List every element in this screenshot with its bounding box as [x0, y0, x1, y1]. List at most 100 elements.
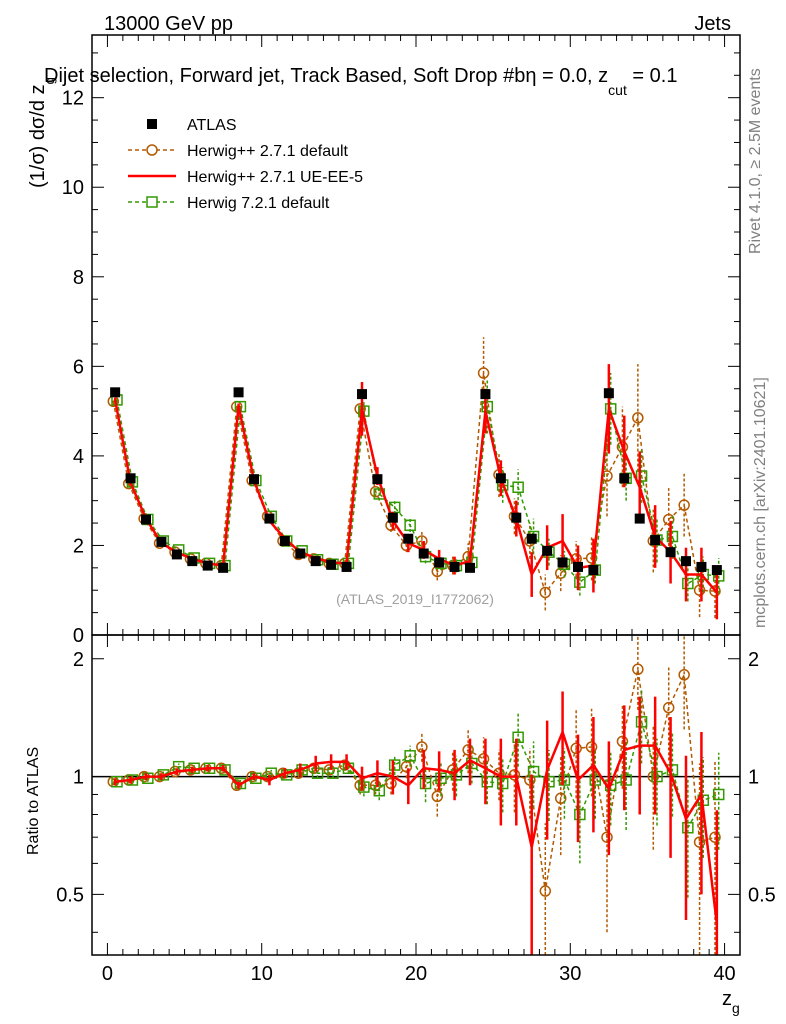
marker-herwig7-default: [311, 767, 324, 779]
atlas-data-point: [573, 561, 583, 572]
marker-herwigpp-default: [323, 764, 336, 776]
series-atlas: [110, 387, 722, 576]
main-ytick-label: 10: [62, 177, 84, 199]
marker-herwig7-default: [558, 774, 571, 786]
ratio-ytick-label: 2: [73, 649, 84, 671]
marker-herwigpp-default: [585, 741, 598, 753]
marker-herwigpp-default: [369, 485, 382, 498]
marker-herwig7-default: [419, 777, 432, 790]
legend-label-hue: Herwig++ 2.7.1 UE-EE-5: [187, 169, 363, 186]
marker-herwigpp-default: [539, 586, 552, 599]
ratio-series: [107, 635, 725, 955]
marker-herwigpp-default: [693, 584, 706, 596]
marker-herwigpp-default: [477, 367, 490, 379]
marker-herwigpp-default: [354, 779, 366, 792]
main-ytick-label: 6: [73, 356, 84, 378]
atlas-data-point: [696, 561, 707, 572]
marker-herwig7-default: [589, 774, 602, 786]
marker-herwigpp-default: [554, 792, 567, 805]
marker-herwig7-default: [388, 759, 401, 771]
series-hue: [113, 364, 719, 620]
marker-herwig7-default: [496, 777, 509, 790]
atlas-data-point: [372, 474, 383, 485]
main-ticks: 0 2 4 6 8 10 12: [62, 35, 740, 647]
marker-herwig7-default: [682, 821, 694, 834]
series-line-hue: [115, 730, 719, 925]
marker-herwig7-default: [620, 774, 632, 786]
marker-herwig7-default: [219, 764, 231, 776]
main-panel: 0 2 4 6 8 10 12: [62, 34, 741, 647]
series-hue: [113, 691, 719, 955]
marker-herwig7-default: [635, 470, 648, 482]
atlas-data-point: [403, 533, 414, 544]
marker-herwigpp-default: [477, 753, 490, 765]
marker-herwig7-default: [635, 716, 648, 728]
xtick-label: 40: [713, 963, 735, 985]
atlas-data-point: [434, 557, 445, 568]
marker-herwig7-default: [574, 808, 586, 821]
legend-marker-herwigpp-default: [146, 144, 158, 156]
ratio-ticks: 0 10 20 30 40 0.5 0.5 1 1 2 2: [56, 635, 776, 985]
series-line-h7: [116, 399, 719, 585]
title-main: Dijet selection, Forward jet, Track Base…: [44, 65, 525, 87]
atlas-data-point: [711, 565, 722, 576]
analysis-watermark: (ATLAS_2019_I1772062): [336, 591, 494, 607]
atlas-data-point: [480, 389, 491, 400]
xlabel: zg: [722, 988, 740, 1016]
atlas-data-point: [187, 556, 198, 567]
marker-herwigpp-default: [292, 767, 305, 779]
marker-herwig7-default: [666, 530, 679, 543]
series-line-hdef: [112, 372, 716, 594]
marker-herwigpp-default: [508, 769, 521, 781]
atlas-data-point: [141, 514, 151, 525]
marker-herwig7-default: [373, 784, 386, 797]
atlas-data-point: [295, 548, 306, 559]
marker-herwigpp-default: [709, 831, 721, 843]
marker-herwigpp-default: [539, 885, 552, 897]
marker-herwig7-default: [481, 400, 494, 413]
marker-herwigpp-default: [400, 760, 413, 773]
header-right: Jets: [694, 13, 731, 35]
title-eta-symbol: η: [525, 65, 536, 87]
atlas-data-point: [156, 536, 167, 547]
ylabel-ratio: Ratio to ATLAS: [25, 747, 42, 855]
ylabel-main-sub: g: [42, 77, 57, 84]
marker-herwigpp-default: [416, 741, 428, 753]
atlas-data-point: [341, 561, 352, 572]
main-ytick-label: 0: [73, 625, 84, 647]
marker-herwigpp-default: [662, 701, 675, 714]
atlas-data-point: [279, 535, 290, 546]
marker-herwigpp-default: [709, 585, 721, 597]
marker-herwigpp-default: [678, 669, 690, 681]
main-series: [107, 337, 725, 620]
marker-herwigpp-default: [693, 836, 706, 848]
marker-herwigpp-default: [524, 774, 536, 786]
legend-atlas-marker: [147, 119, 157, 129]
marker-herwig7-default: [651, 770, 663, 783]
marker-herwig7-default: [404, 519, 416, 532]
marker-herwig7-default: [404, 750, 416, 762]
marker-herwigpp-default: [416, 535, 428, 547]
marker-herwigpp-default: [616, 735, 629, 748]
ratio-ytick-label-right: 0.5: [748, 884, 776, 906]
ratio-ytick-label: 0.5: [56, 884, 84, 906]
atlas-data-point: [619, 473, 630, 484]
atlas-data-point: [171, 549, 182, 560]
main-ytick-label: 12: [62, 88, 84, 110]
marker-herwigpp-default: [632, 412, 644, 424]
marker-herwigpp-default: [632, 663, 644, 676]
title-eta-rest: = 0.0, z: [536, 65, 608, 87]
legend-label-hdef: Herwig++ 2.7.1 default: [187, 143, 349, 160]
marker-herwigpp-default: [570, 742, 582, 755]
marker-herwig7-default: [512, 731, 524, 744]
atlas-data-point: [357, 389, 367, 400]
atlas-data-point: [634, 513, 645, 524]
xtick-label: 0: [102, 963, 113, 985]
xtick-label: 10: [251, 963, 273, 985]
atlas-data-point: [125, 473, 136, 484]
marker-herwig7-default: [327, 767, 339, 779]
main-ytick-label: 8: [73, 267, 84, 289]
marker-herwig7-default: [481, 775, 494, 788]
legend-marker-herwig7-default: [146, 196, 158, 208]
